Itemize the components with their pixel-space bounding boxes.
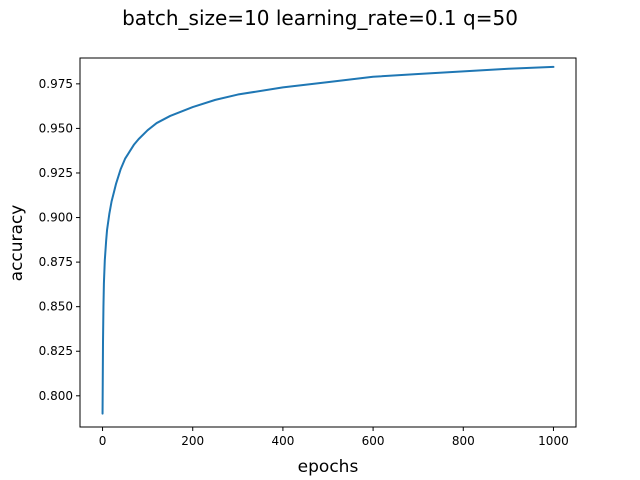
x-tick-label: 0: [99, 434, 107, 448]
y-tick-label: 0.900: [39, 211, 73, 225]
plot-area: [79, 57, 577, 428]
x-tick-label: 1000: [538, 434, 569, 448]
y-axis-label: accuracy: [7, 205, 27, 282]
y-tick-label: 0.825: [39, 344, 73, 358]
x-axis: 0 200 400 600 800 1000: [99, 427, 569, 448]
y-tick-label: 0.925: [39, 166, 73, 180]
y-tick-label: 0.875: [39, 255, 73, 269]
y-axis: 0.800 0.825 0.850 0.875 0.900 0.925 0.950 0.975: [39, 77, 80, 403]
accuracy-line: [101, 65, 555, 415]
y-tick-label: 0.950: [39, 121, 73, 135]
x-tick-label: 600: [362, 434, 385, 448]
y-tick-label: 0.850: [39, 300, 73, 314]
x-axis-label: epochs: [298, 457, 359, 477]
y-tick-label: 0.975: [39, 77, 73, 91]
x-tick-label: 800: [452, 434, 475, 448]
x-tick-label: 400: [271, 434, 294, 448]
y-tick-label: 0.800: [39, 389, 73, 403]
x-tick-label: 200: [181, 434, 204, 448]
chart-title: batch_size=10 learning_rate=0.1 q=50: [122, 6, 518, 30]
